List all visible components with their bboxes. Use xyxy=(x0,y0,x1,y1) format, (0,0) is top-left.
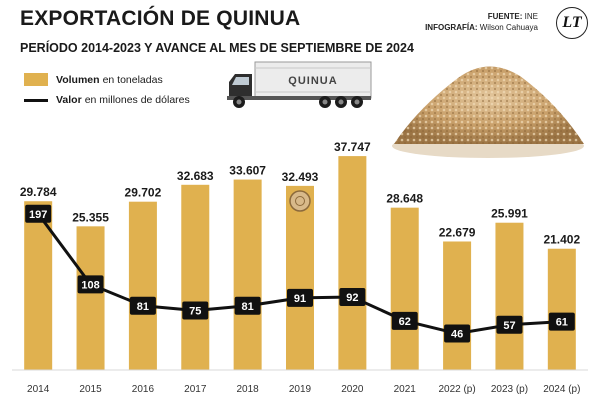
legend-volume-bold: Volumen xyxy=(56,73,100,86)
legend-item-volume: Volumen en toneladas xyxy=(24,73,163,86)
page-title: EXPORTACIÓN DE QUINUA xyxy=(20,7,301,30)
source-line: FUENTE: INE xyxy=(425,11,538,22)
page-subtitle: PERÍODO 2014-2023 Y AVANCE AL MES DE SEP… xyxy=(20,41,414,55)
value-marker xyxy=(496,315,523,334)
value-marker xyxy=(339,288,366,307)
value-marker-label: 75 xyxy=(189,306,201,318)
volume-value-label: 25.991 xyxy=(491,207,528,221)
source-value: INE xyxy=(524,12,538,21)
volume-bar xyxy=(338,156,367,370)
value-marker-label: 81 xyxy=(242,301,254,313)
value-marker xyxy=(129,296,156,315)
volume-bar xyxy=(547,248,576,370)
source-label: FUENTE: xyxy=(487,12,523,21)
value-marker xyxy=(25,204,52,223)
legend-item-value: Valor en millones de dólares xyxy=(24,94,190,106)
value-markers: 197 108 81 75 81 91 92 62 46 57 61 xyxy=(25,204,575,343)
truck-label: QUINUA xyxy=(288,75,337,87)
volume-value-label: 29.784 xyxy=(20,185,57,199)
value-marker-label: 62 xyxy=(399,316,411,328)
value-marker xyxy=(548,312,575,331)
volume-value-label: 25.355 xyxy=(72,210,109,224)
x-tick-label: 2023 (p) xyxy=(491,384,528,395)
x-tick-label: 2021 xyxy=(394,384,417,395)
volume-bar xyxy=(443,241,472,370)
value-marker-label: 91 xyxy=(294,293,306,305)
truck-icon: QUINUA xyxy=(227,61,372,108)
infographic-value: Wilson Cahuaya xyxy=(479,23,538,32)
value-marker xyxy=(444,324,471,343)
bar-series xyxy=(24,156,576,370)
value-marker-label: 57 xyxy=(503,320,515,332)
quinoa-pile-image xyxy=(392,66,584,158)
credits: FUENTE: INE INFOGRAFÍA: Wilson Cahuaya xyxy=(425,11,538,33)
legend-volume-rest: en toneladas xyxy=(102,73,163,86)
value-marker-label: 92 xyxy=(346,292,358,304)
volume-value-label: 22.679 xyxy=(439,225,476,239)
value-marker xyxy=(391,311,418,330)
x-tick-label: 2014 xyxy=(27,384,50,395)
volume-value-label: 29.702 xyxy=(125,186,162,200)
value-marker-label: 197 xyxy=(29,209,47,221)
volume-bar xyxy=(76,226,105,370)
x-tick-label: 2017 xyxy=(184,384,207,395)
x-axis-tick-labels: 2014 2015 2016 2017 2018 2019 2020 2021 2022 (p)… xyxy=(27,384,580,395)
value-marker-label: 108 xyxy=(81,279,99,291)
volume-bar xyxy=(286,185,314,370)
volume-bar xyxy=(181,184,210,370)
x-tick-label: 2020 xyxy=(341,384,364,395)
value-marker xyxy=(287,288,313,307)
x-tick-label: 2016 xyxy=(132,384,155,395)
x-tick-label: 2019 xyxy=(289,384,312,395)
value-marker-label: 81 xyxy=(137,301,149,313)
volume-value-label: 33.607 xyxy=(229,164,266,178)
infographic-line: INFOGRAFÍA: Wilson Cahuaya xyxy=(425,22,538,33)
quinoa-grain-icon xyxy=(289,190,311,212)
x-tick-label: 2022 (p) xyxy=(438,384,475,395)
value-marker-label: 46 xyxy=(451,329,463,341)
quinoa-grain-inner xyxy=(295,196,305,206)
value-marker-label: 61 xyxy=(556,317,568,329)
volume-value-label: 32.493 xyxy=(282,170,319,184)
volume-bar xyxy=(390,207,419,370)
volume-value-label: 32.683 xyxy=(177,169,214,183)
x-tick-label: 2018 xyxy=(237,384,260,395)
infographic-label: INFOGRAFÍA: xyxy=(425,23,478,32)
legend-line-swatch xyxy=(24,98,48,102)
legend-bar-swatch xyxy=(24,73,48,86)
legend-value-bold: Valor xyxy=(56,94,82,106)
x-tick-label: 2015 xyxy=(79,384,102,395)
legend-value-rest: en millones de dólares xyxy=(84,94,190,106)
newspaper-logo: LT xyxy=(556,7,588,39)
volume-value-label: 21.402 xyxy=(543,233,580,247)
value-marker xyxy=(77,275,104,294)
x-tick-label: 2024 (p) xyxy=(543,384,580,395)
volume-bar xyxy=(24,201,53,370)
bar-value-labels: 29.784 25.355 29.702 32.683 33.607 32.493 37.7… xyxy=(20,140,581,247)
volume-bar xyxy=(233,179,262,370)
value-marker xyxy=(234,296,261,315)
volume-bar xyxy=(495,222,524,370)
volume-bar xyxy=(128,201,157,370)
value-marker xyxy=(182,301,209,320)
volume-value-label: 37.747 xyxy=(334,140,371,154)
volume-value-label: 28.648 xyxy=(386,192,423,206)
